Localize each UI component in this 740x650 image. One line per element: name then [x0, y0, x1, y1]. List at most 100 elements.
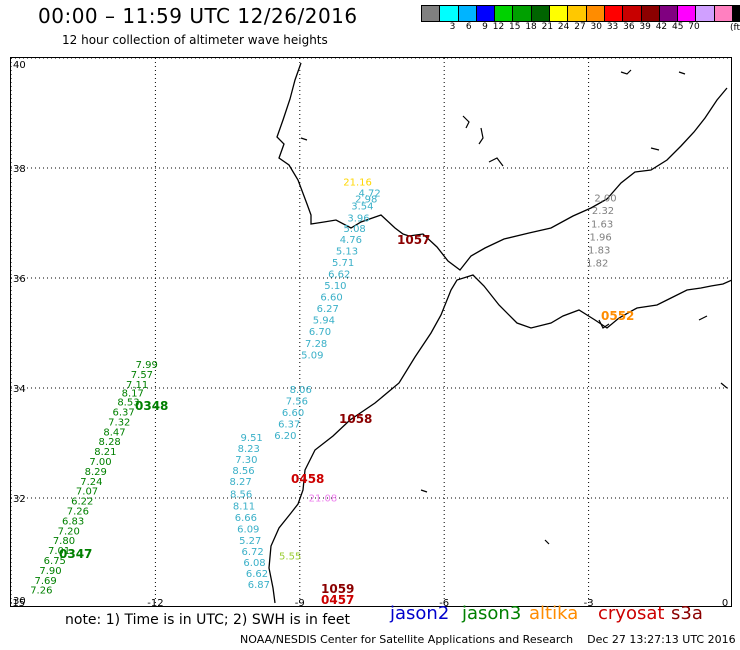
- scale-swatch: [585, 5, 605, 22]
- scale-swatch: [530, 5, 551, 22]
- scale-swatch: [603, 5, 624, 22]
- wave-height-value: 1.63: [591, 219, 613, 230]
- coastline-detail-4: [620, 69, 632, 75]
- coastline-iberia: [276, 62, 728, 271]
- wave-height-value: 7.11: [126, 380, 148, 391]
- pass-time-label: 0552: [601, 309, 634, 323]
- wave-height-value: 7.20: [58, 526, 80, 537]
- wave-height-value: 7.24: [80, 477, 102, 488]
- wave-height-value: 6.08: [243, 558, 265, 569]
- wave-height-value: 5.55: [279, 552, 301, 563]
- wave-height-value: 2.32: [592, 206, 614, 217]
- wave-height-value: 7.01: [48, 546, 70, 557]
- scale-swatch: [622, 5, 642, 22]
- scale-swatch: [475, 5, 496, 22]
- scale-label: 24: [557, 22, 570, 32]
- wave-height-value: 1.96: [590, 233, 612, 244]
- pass-time-label: 1057: [397, 233, 430, 247]
- scale-label: 27: [574, 22, 586, 32]
- wave-height-value: 5.71: [332, 258, 354, 269]
- scale-label: 12: [492, 22, 505, 32]
- wave-height-value: 8.56: [232, 466, 254, 477]
- wave-height-value: 6.83: [62, 516, 84, 527]
- wave-height-value: 8.28: [99, 437, 121, 448]
- wave-height-value: 7.26: [67, 507, 89, 518]
- coastline-detail-1: [462, 115, 470, 129]
- pass-time-label: 1059: [321, 582, 354, 596]
- coastline-detail-11: [544, 539, 550, 545]
- wave-height-value: 7.99: [136, 360, 158, 371]
- x-tick-label: -3: [584, 598, 594, 607]
- scale-swatch: [677, 5, 697, 22]
- y-tick-label: 32: [13, 494, 26, 505]
- legend-item-s3a: s3a: [671, 603, 703, 624]
- scale-label: 6: [465, 22, 472, 32]
- coastline: [268, 62, 731, 604]
- graticule: -15 -12 -9 -6 -3 0 30 32 34 36 38 40: [11, 58, 731, 607]
- wave-height-value: 5.94: [313, 316, 335, 327]
- pass-time-label: 0458: [291, 472, 324, 486]
- wave-height-value: 8.29: [85, 467, 107, 478]
- wave-height-value: 21.16: [343, 178, 372, 189]
- wave-height-value: 7.56: [286, 397, 308, 408]
- pass-time-label: 0348: [135, 399, 168, 413]
- coastline-detail-3: [488, 157, 504, 167]
- wave-height-value: 2.98: [355, 195, 377, 206]
- pass-time-label: 1058: [339, 412, 372, 426]
- scale-label: 33: [606, 22, 619, 32]
- scale-label: 15: [509, 22, 521, 32]
- scale-label: 30: [590, 22, 602, 32]
- wave-height-value: 2.00: [594, 194, 616, 205]
- color-scale-labels: 3 6 9 12 15 18 21 24 27 30 33 36 39 42 45 70: [422, 22, 740, 32]
- wave-height-value: 7.69: [35, 576, 57, 587]
- pass-time-label: 0347: [59, 547, 92, 561]
- map-title: 00:00 – 11:59 UTC 12/26/2016: [38, 4, 358, 28]
- scale-swatch: [695, 5, 715, 22]
- wave-height-value: 5.08: [344, 224, 366, 235]
- wave-height-value: 8.47: [103, 427, 125, 438]
- coastline-detail-8: [698, 315, 708, 321]
- wave-height-value: 4.76: [340, 235, 362, 246]
- wave-height-value: 8.27: [229, 477, 251, 488]
- wave-height-labels: 7.997.577.118.178.536.377.328.478.288.21…: [30, 178, 616, 597]
- scale-swatch: [439, 5, 459, 22]
- wave-height-value: 8.17: [122, 388, 144, 399]
- footer-credit: NOAA/NESDIS Center for Satellite Applica…: [240, 633, 736, 646]
- scale-label: 36: [623, 22, 635, 32]
- wave-height-value: 6.09: [237, 525, 259, 536]
- wave-height-value: 7.26: [30, 586, 52, 597]
- coastline-detail-10: [420, 489, 428, 493]
- y-tick-label: 34: [13, 384, 26, 395]
- coastline-detail-2: [478, 127, 484, 145]
- wave-height-value: 7.30: [235, 455, 257, 466]
- wave-height-value: 6.37: [278, 420, 300, 431]
- y-tick-label: 38: [13, 164, 26, 175]
- wave-height-value: 7.28: [305, 339, 327, 350]
- legend-item-jason3: jason3: [462, 603, 522, 624]
- wave-height-value: 8.06: [290, 385, 312, 396]
- wave-height-value: 21.08: [309, 493, 338, 504]
- wave-height-value: 5.09: [301, 350, 323, 361]
- wave-height-value: 3.54: [351, 201, 373, 212]
- wave-height-value: 6.22: [71, 497, 93, 508]
- map-subtitle: 12 hour collection of altimeter wave hei…: [62, 33, 328, 47]
- y-tick-label: 36: [13, 274, 26, 285]
- wave-height-value: 7.32: [108, 417, 130, 428]
- scale-swatch: [494, 5, 514, 22]
- coastline-africa: [268, 274, 731, 604]
- wave-height-value: 7.57: [131, 370, 153, 381]
- wave-height-value: 6.60: [282, 408, 304, 419]
- x-tick-label: 0: [722, 598, 728, 607]
- color-scale-unit: (ft): [730, 23, 740, 33]
- x-tick-label: -12: [147, 598, 163, 607]
- x-tick-label: -6: [439, 598, 449, 607]
- wave-height-value: 6.70: [309, 327, 331, 338]
- coastline-detail-5: [678, 71, 686, 75]
- wave-height-value: 6.87: [248, 580, 270, 591]
- wave-height-value: 5.13: [336, 246, 358, 257]
- wave-height-value: 6.20: [274, 431, 296, 442]
- note-text: note: 1) Time is in UTC; 2) SWH is in fe…: [65, 612, 351, 628]
